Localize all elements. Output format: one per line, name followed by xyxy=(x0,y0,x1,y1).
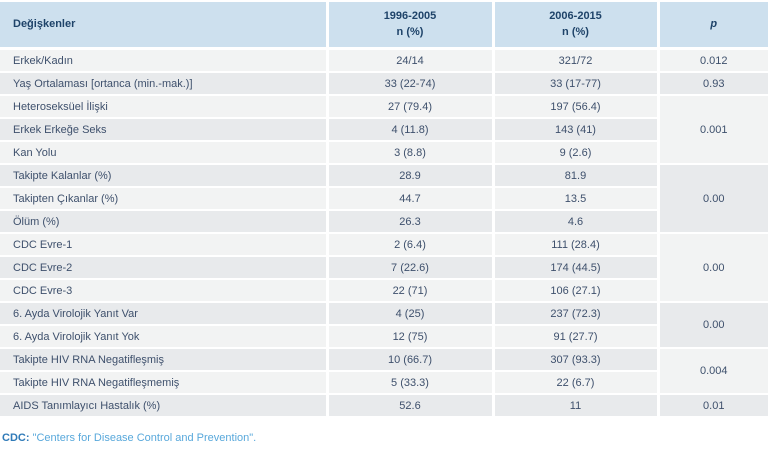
table-row: Erkek/Kadın 24/14 321/72 0.012 xyxy=(0,48,768,73)
table-row: Erkek Erkeğe Seks 4 (11.8) 143 (41) xyxy=(0,118,768,142)
footnote: CDC: "Centers for Disease Control and Pr… xyxy=(2,432,768,445)
row-label: Heteroseksüel İlişki xyxy=(0,95,327,119)
p-value-merged: 0.00 xyxy=(656,164,768,234)
table-row: Ölüm (%) 26.3 4.6 xyxy=(0,210,768,234)
period1-range: 1996-2005 xyxy=(383,9,437,22)
row-label: Erkek/Kadın xyxy=(0,48,327,73)
row-label: Takipte Kalanlar (%) xyxy=(0,164,327,188)
p-value-merged: 0.001 xyxy=(656,95,768,165)
value-1996-2005: 4 (11.8) xyxy=(325,118,493,142)
row-label: 6. Ayda Virolojik Yanıt Yok xyxy=(0,325,327,349)
value-2006-2015: 81.9 xyxy=(491,164,658,188)
footnote-definition: "Centers for Disease Control and Prevent… xyxy=(32,432,257,444)
comparison-table: Değişkenler 1996-2005 n (%) 2006-2015 n … xyxy=(0,2,768,418)
value-1996-2005: 5 (33.3) xyxy=(325,371,493,395)
row-label: CDC Evre-2 xyxy=(0,256,327,280)
value-2006-2015: 111 (28.4) xyxy=(491,233,658,257)
period1-unit: n (%) xyxy=(396,25,424,38)
table-row: CDC Evre-3 22 (71) 106 (27.1) xyxy=(0,279,768,303)
table-row: 6. Ayda Virolojik Yanıt Var 4 (25) 237 (… xyxy=(0,302,768,349)
row-label: Erkek Erkeğe Seks xyxy=(0,118,327,142)
value-1996-2005: 24/14 xyxy=(325,48,493,73)
value-1996-2005: 10 (66.7) xyxy=(325,348,493,372)
p-label: p xyxy=(710,17,718,30)
table-row: Takipte HIV RNA Negatifleşmemiş 5 (33.3)… xyxy=(0,371,768,395)
p-value: 0.01 xyxy=(656,394,768,418)
row-label: Ölüm (%) xyxy=(0,210,327,234)
value-1996-2005: 3 (8.8) xyxy=(325,141,493,165)
table-row: 6. Ayda Virolojik Yanıt Yok 12 (75) 91 (… xyxy=(0,325,768,349)
value-1996-2005: 26.3 xyxy=(325,210,493,234)
value-1996-2005: 12 (75) xyxy=(325,325,493,349)
table-row: Takipte HIV RNA Negatifleşmiş 10 (66.7) … xyxy=(0,348,768,395)
value-2006-2015: 9 (2.6) xyxy=(491,141,658,165)
value-2006-2015: 11 xyxy=(491,394,658,418)
value-1996-2005: 52.6 xyxy=(325,394,493,418)
value-2006-2015: 321/72 xyxy=(491,48,658,73)
p-value-merged: 0.00 xyxy=(656,233,768,303)
value-2006-2015: 4.6 xyxy=(491,210,658,234)
document-page: Değişkenler 1996-2005 n (%) 2006-2015 n … xyxy=(0,2,768,445)
value-2006-2015: 307 (93.3) xyxy=(491,348,658,372)
row-label: Takipten Çıkanlar (%) xyxy=(0,187,327,211)
row-label: Takipte HIV RNA Negatifleşmemiş xyxy=(0,371,327,395)
row-label: CDC Evre-1 xyxy=(0,233,327,257)
row-label: Takipte HIV RNA Negatifleşmiş xyxy=(0,348,327,372)
table-row: CDC Evre-1 2 (6.4) 111 (28.4) 0.00 xyxy=(0,233,768,303)
value-1996-2005: 33 (22-74) xyxy=(325,72,493,96)
row-label: Kan Yolu xyxy=(0,141,327,165)
value-2006-2015: 22 (6.7) xyxy=(491,371,658,395)
value-2006-2015: 174 (44.5) xyxy=(491,256,658,280)
value-2006-2015: 33 (17-77) xyxy=(491,72,658,96)
value-1996-2005: 28.9 xyxy=(325,164,493,188)
value-1996-2005: 27 (79.4) xyxy=(325,95,493,119)
table-row: CDC Evre-2 7 (22.6) 174 (44.5) xyxy=(0,256,768,280)
period2-unit: n (%) xyxy=(562,25,589,38)
value-2006-2015: 197 (56.4) xyxy=(491,95,658,119)
column-header-period2: 2006-2015 n (%) xyxy=(491,2,658,50)
row-label: 6. Ayda Virolojik Yanıt Var xyxy=(0,302,327,326)
column-header-variables: Değişkenler xyxy=(0,2,327,50)
column-header-period1: 1996-2005 n (%) xyxy=(325,2,493,50)
table-row: Takipte Kalanlar (%) 28.9 81.9 0.00 xyxy=(0,164,768,234)
value-1996-2005: 4 (25) xyxy=(325,302,493,326)
period2-range: 2006-2015 xyxy=(549,9,602,22)
p-value: 0.012 xyxy=(656,48,768,73)
p-value: 0.93 xyxy=(656,72,768,96)
table-row: Yaş Ortalaması [ortanca (min.-mak.)] 33 … xyxy=(0,72,768,96)
value-1996-2005: 2 (6.4) xyxy=(325,233,493,257)
header-row: Değişkenler 1996-2005 n (%) 2006-2015 n … xyxy=(0,2,768,50)
value-2006-2015: 143 (41) xyxy=(491,118,658,142)
table-row: Takipten Çıkanlar (%) 44.7 13.5 xyxy=(0,187,768,211)
row-label: AIDS Tanımlayıcı Hastalık (%) xyxy=(0,394,327,418)
p-value-merged: 0.004 xyxy=(656,348,768,395)
column-header-pvalue: p xyxy=(656,2,768,50)
p-value-merged: 0.00 xyxy=(656,302,768,349)
value-1996-2005: 22 (71) xyxy=(325,279,493,303)
row-label: Yaş Ortalaması [ortanca (min.-mak.)] xyxy=(0,72,327,96)
table-row: Kan Yolu 3 (8.8) 9 (2.6) xyxy=(0,141,768,165)
footnote-term: CDC: xyxy=(2,432,30,444)
value-1996-2005: 7 (22.6) xyxy=(325,256,493,280)
value-2006-2015: 106 (27.1) xyxy=(491,279,658,303)
value-2006-2015: 91 (27.7) xyxy=(491,325,658,349)
value-1996-2005: 44.7 xyxy=(325,187,493,211)
value-2006-2015: 13.5 xyxy=(491,187,658,211)
row-label: CDC Evre-3 xyxy=(0,279,327,303)
table-row: Heteroseksüel İlişki 27 (79.4) 197 (56.4… xyxy=(0,95,768,165)
value-2006-2015: 237 (72.3) xyxy=(491,302,658,326)
table-row: AIDS Tanımlayıcı Hastalık (%) 52.6 11 0.… xyxy=(0,394,768,418)
